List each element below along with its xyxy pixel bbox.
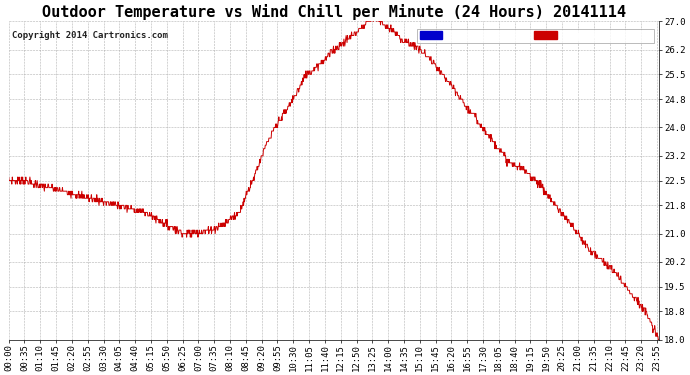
Title: Outdoor Temperature vs Wind Chill per Minute (24 Hours) 20141114: Outdoor Temperature vs Wind Chill per Mi… [41, 4, 626, 20]
Text: Copyright 2014 Cartronics.com: Copyright 2014 Cartronics.com [12, 31, 168, 40]
Legend: Wind Chill  (°F), Temperature  (°F): Wind Chill (°F), Temperature (°F) [417, 29, 654, 43]
